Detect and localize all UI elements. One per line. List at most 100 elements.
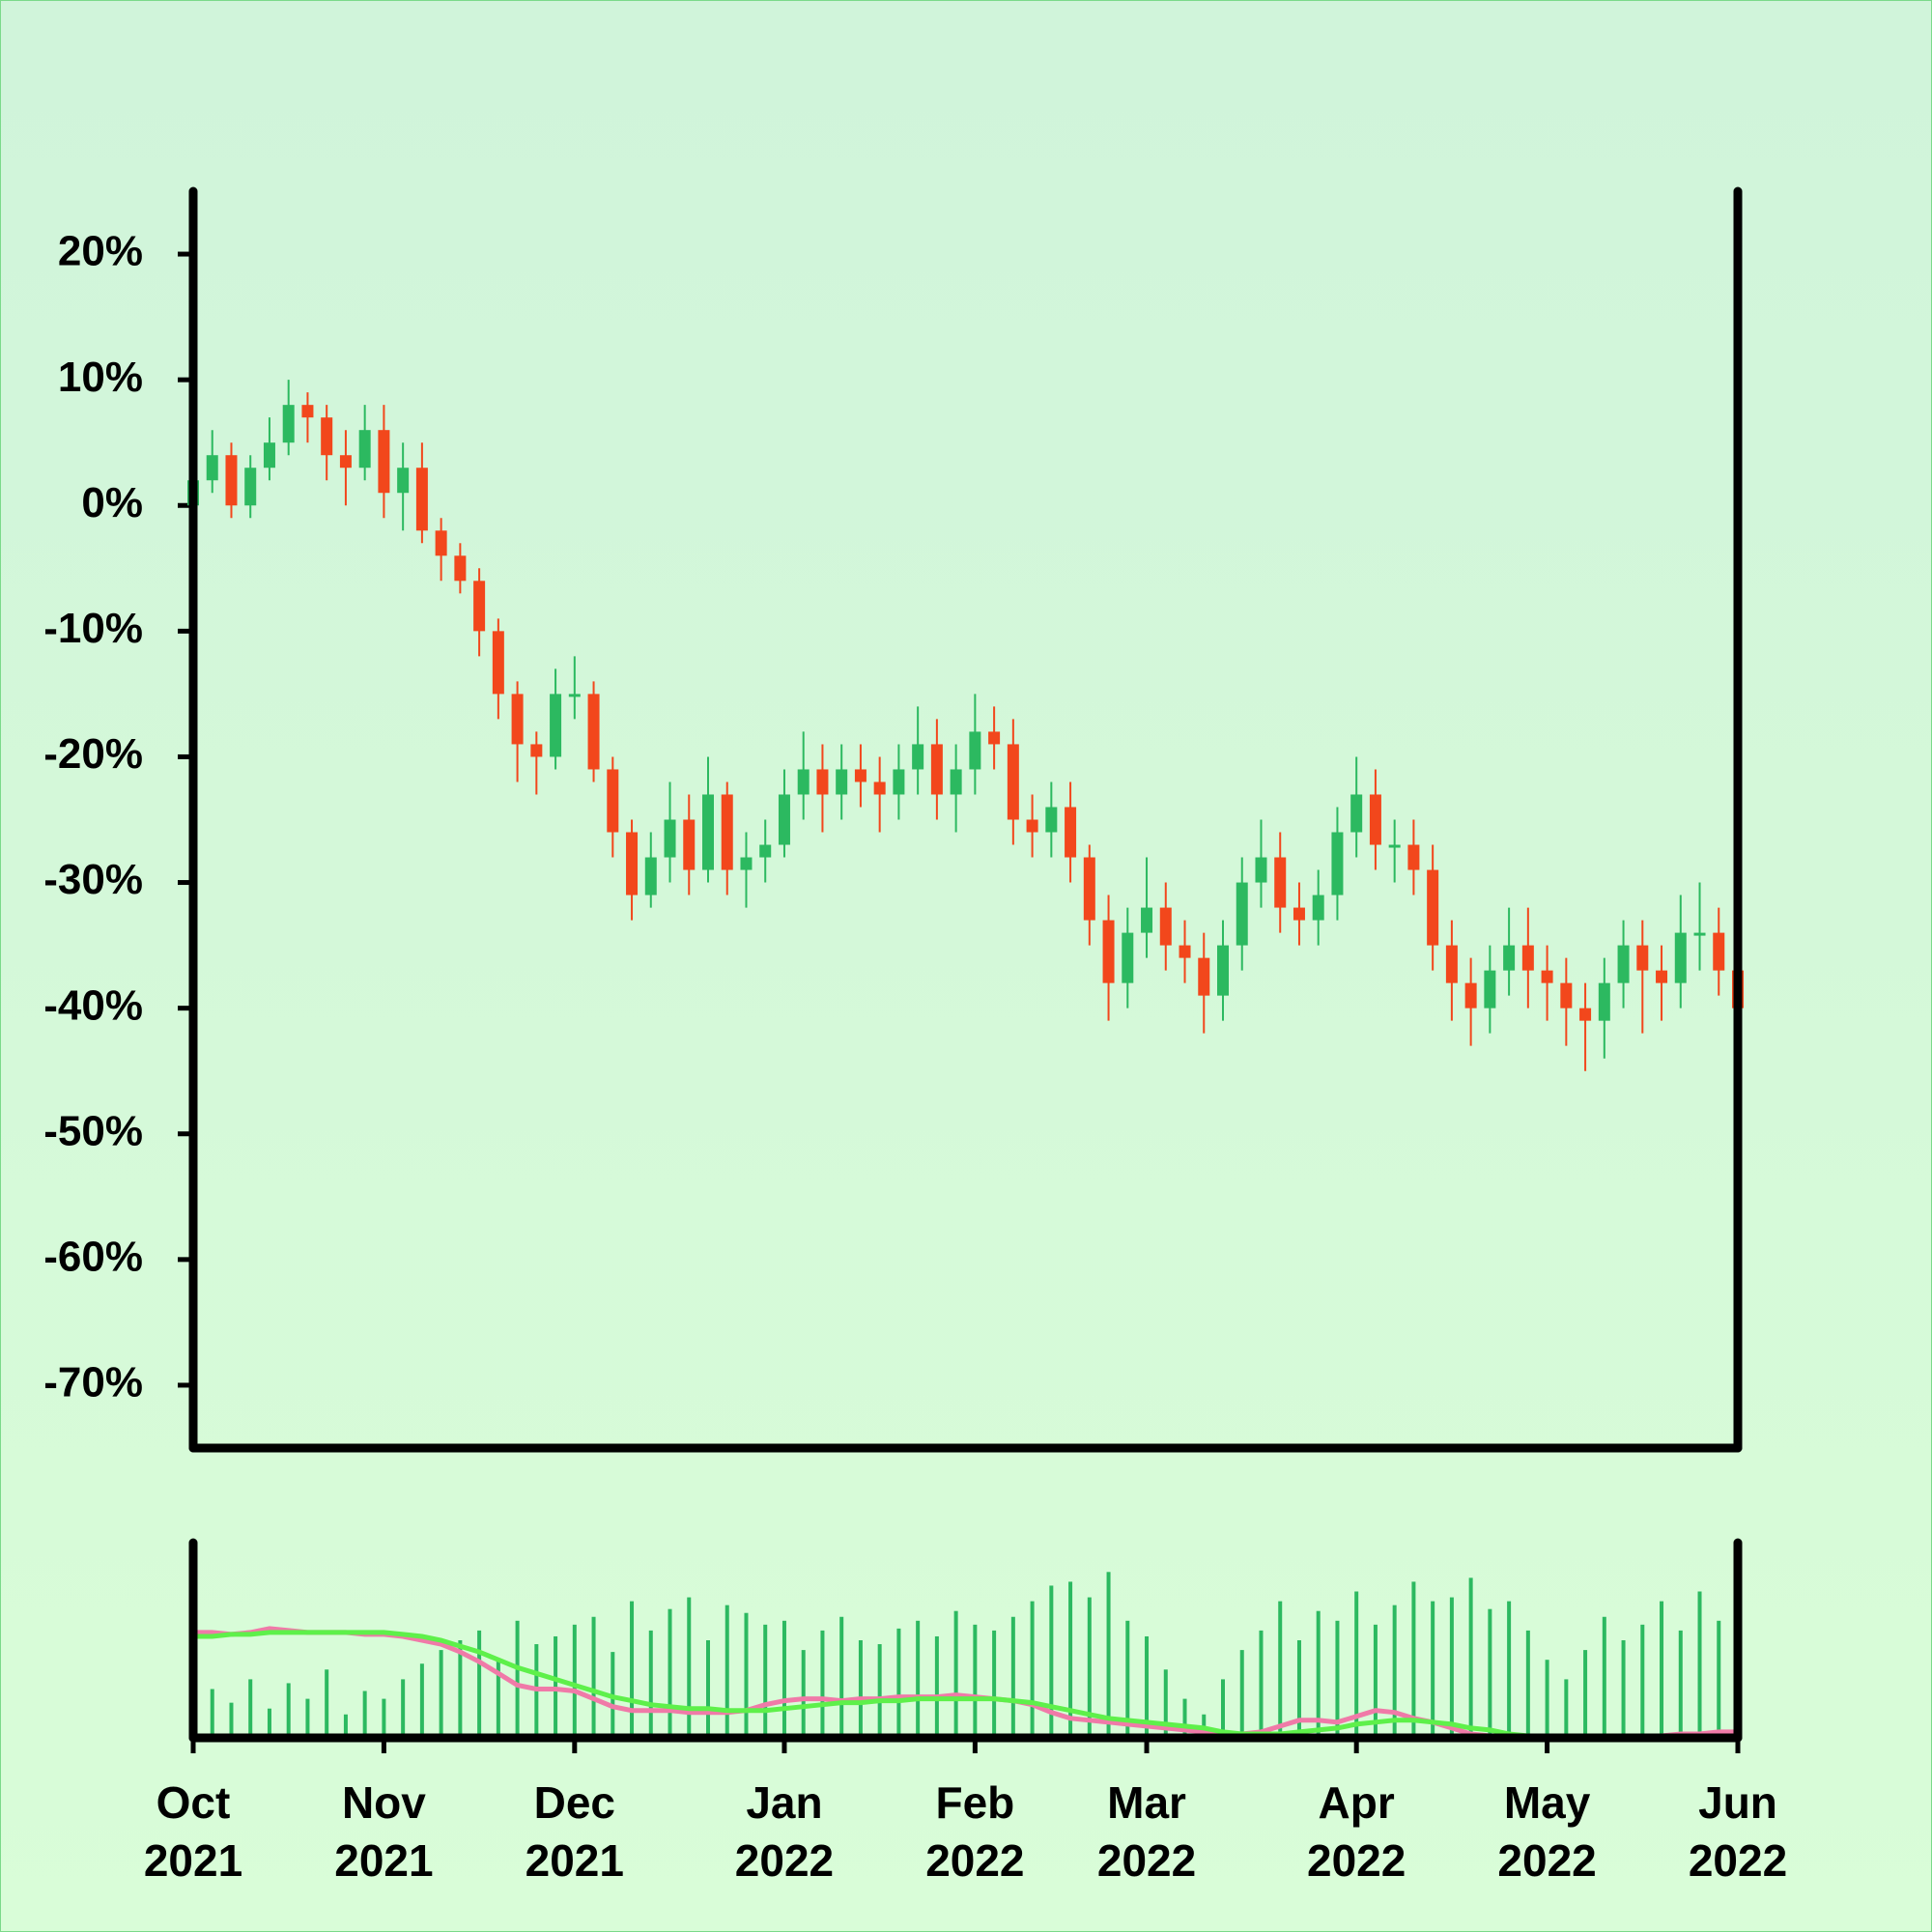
candle-body: [969, 731, 981, 770]
candle-body: [473, 581, 486, 632]
y-tick-label: 10%: [58, 354, 143, 401]
volume-bar: [439, 1650, 443, 1738]
candle-body: [759, 844, 772, 858]
candle-body: [587, 694, 600, 770]
volume-bar: [401, 1679, 406, 1738]
candle-body: [1560, 982, 1573, 1009]
candle-body: [568, 694, 581, 697]
x-tick-label: Jun 2022: [1688, 1777, 1788, 1886]
candle-body: [1693, 932, 1706, 936]
volume-bar: [1717, 1620, 1721, 1738]
candle-body: [454, 555, 467, 582]
volume-bar: [1030, 1601, 1035, 1738]
y-tick-label: -50%: [43, 1107, 143, 1154]
candle-body: [1293, 907, 1305, 921]
volume-bar: [382, 1698, 386, 1738]
candle-body: [912, 744, 924, 770]
candle-body: [1083, 857, 1095, 921]
volume-bar: [1660, 1601, 1664, 1738]
volume-bar: [687, 1597, 692, 1738]
x-tick-label: Dec 2021: [525, 1777, 624, 1886]
candle-body: [1388, 844, 1401, 848]
volume-bar: [706, 1640, 710, 1738]
volume-bar: [801, 1650, 806, 1738]
candle-body: [321, 417, 333, 456]
candle-body: [1312, 895, 1324, 921]
volume-bar: [839, 1616, 844, 1738]
volume-bar: [1525, 1630, 1530, 1738]
candle-body: [1427, 869, 1439, 946]
volume-bar: [934, 1635, 939, 1738]
volume-bar: [1106, 1572, 1111, 1738]
volume-bar: [668, 1608, 672, 1738]
candle-body: [1407, 844, 1420, 870]
candle-body: [1445, 945, 1458, 983]
x-tick-label: Feb 2022: [925, 1777, 1025, 1886]
x-tick-label: Jan 2022: [734, 1777, 835, 1886]
volume-bar: [992, 1630, 997, 1738]
volume-bar: [1373, 1624, 1378, 1738]
volume-bar: [1296, 1640, 1301, 1738]
candle-body: [1122, 932, 1134, 983]
x-tick-label: May 2022: [1497, 1777, 1597, 1886]
volume-bar: [1354, 1591, 1359, 1738]
volume-bar: [1087, 1597, 1092, 1738]
y-tick-label: 20%: [58, 228, 143, 275]
volume-bar: [1335, 1620, 1340, 1738]
volume-bar: [858, 1640, 863, 1738]
volume-bar: [572, 1624, 577, 1738]
volume-bar: [248, 1679, 253, 1738]
volume-bar: [1431, 1601, 1435, 1738]
volume-bar: [1068, 1581, 1073, 1738]
y-tick-label: -60%: [43, 1233, 143, 1280]
volume-bar: [916, 1620, 921, 1738]
candle-body: [1007, 744, 1019, 820]
candle-body: [1255, 857, 1267, 883]
candle-body: [301, 405, 314, 418]
volume-bar: [1697, 1591, 1702, 1738]
volume-bar: [1468, 1577, 1473, 1738]
candle-body: [683, 819, 696, 870]
candle-body: [1521, 945, 1534, 971]
candle-body: [1065, 807, 1077, 858]
candle-body: [1713, 932, 1725, 971]
volume-bar: [648, 1630, 653, 1738]
candle-body: [263, 442, 275, 469]
volume-bar: [267, 1708, 271, 1738]
candle-body: [225, 455, 238, 506]
moving-average-line: [193, 1626, 1738, 1741]
y-tick-label: -70%: [43, 1359, 143, 1406]
volume-bar: [1621, 1640, 1626, 1738]
volume-bar: [286, 1683, 291, 1738]
volume-bar: [820, 1630, 825, 1738]
candle-body: [206, 455, 218, 481]
y-tick-label: -40%: [43, 981, 143, 1029]
candle-body: [530, 744, 543, 757]
candle-body: [1159, 907, 1172, 946]
volume-bar: [781, 1620, 786, 1738]
candle-body: [1102, 920, 1115, 983]
candle-body: [1674, 932, 1687, 983]
volume-bar: [724, 1605, 729, 1738]
volume-bar: [1449, 1597, 1454, 1738]
volume-bar: [1049, 1585, 1054, 1738]
candle-body: [358, 430, 371, 469]
volume-bar: [1411, 1581, 1416, 1738]
candle-body: [492, 631, 504, 695]
candle-body: [778, 794, 790, 845]
candle-body: [511, 694, 524, 745]
candle-body: [854, 769, 867, 782]
volume-bar: [305, 1698, 310, 1738]
candle-body: [1045, 807, 1058, 833]
volume-bar: [591, 1616, 596, 1738]
candle-body: [1636, 945, 1649, 971]
candle-body: [721, 794, 733, 870]
volume-bar: [744, 1612, 749, 1738]
candle-body: [816, 769, 829, 795]
volume-bar: [1545, 1660, 1549, 1738]
candle-body: [1656, 970, 1668, 983]
x-tick-label: Mar 2022: [1096, 1777, 1197, 1886]
volume-bar: [325, 1669, 329, 1738]
